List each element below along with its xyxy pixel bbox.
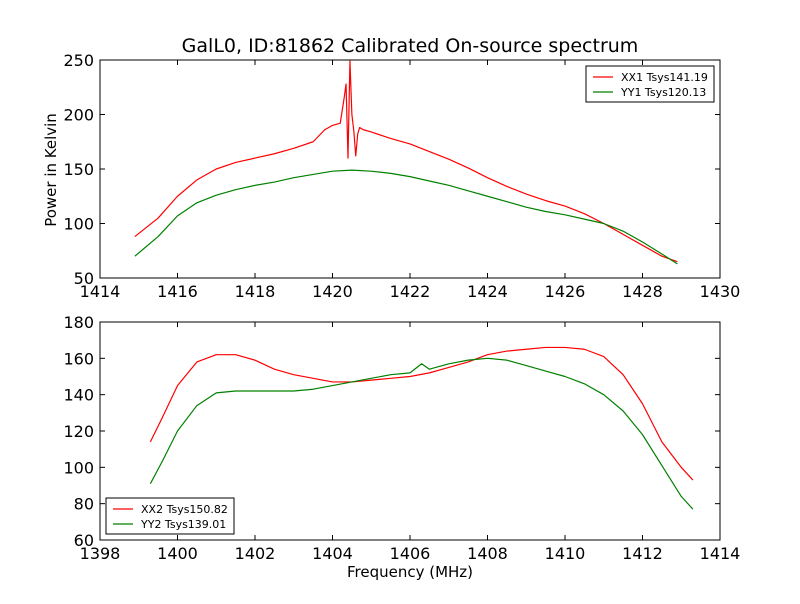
top-plot-panel: 1414 1416 1418 1420 1422 1424 1426 1428 1430 50 10…: [63, 51, 740, 301]
bottom-x-tick-label: 1404: [312, 544, 353, 563]
bottom-series-line-2: [149, 357, 694, 510]
chart-title: GalL0, ID:81862 Calibrated On-source spe…: [182, 35, 639, 57]
bottom-plot-panel: 1398 1400 1402 1404 1406 1408 1410 1412 1414 60 80…: [63, 313, 740, 563]
bottom-y-tick-label: 60: [74, 531, 94, 550]
top-x-tick-label: 1428: [622, 282, 663, 301]
top-x-tick-label: 1422: [390, 282, 431, 301]
bottom-x-tick-label: 1400: [157, 544, 198, 563]
bottom-x-axis-label: Frequency (MHz): [347, 563, 473, 581]
top-y-tick-label: 100: [63, 215, 94, 234]
top-x-tick-label: 1416: [157, 282, 198, 301]
bottom-y-tick-label: 160: [63, 349, 94, 368]
bottom-x-tick-label: 1414: [700, 544, 741, 563]
top-y-tick-label: 200: [63, 106, 94, 125]
bottom-y-tick-label: 80: [74, 495, 94, 514]
bottom-y-tick-label: 120: [63, 422, 94, 441]
bottom-y-tick-label: 140: [63, 386, 94, 405]
bottom-legend-box: [105, 497, 235, 535]
top-y-tick-label: 150: [63, 160, 94, 179]
bottom-series-line-1: [149, 346, 694, 481]
bottom-x-tick-label: 1412: [622, 544, 663, 563]
top-legend: XX1 Tsys141.19 YY1 Tsys120.13: [585, 65, 715, 103]
top-legend-label-2: YY1 Tsys120.13: [620, 86, 706, 99]
bottom-legend-label-1: XX2 Tsys150.82: [141, 503, 228, 516]
top-y-tick-label: 250: [63, 51, 94, 70]
bottom-x-tick-label: 1406: [390, 544, 431, 563]
top-x-tick-label: 1418: [235, 282, 276, 301]
bottom-x-tick-label: 1398: [80, 544, 121, 563]
bottom-y-tick-label: 180: [63, 313, 94, 332]
bottom-x-tick-label: 1402: [235, 544, 276, 563]
top-y-tick-label: 50: [74, 269, 94, 288]
bottom-x-tick-label: 1410: [545, 544, 586, 563]
bottom-y-tick-label: 100: [63, 458, 94, 477]
top-y-axis-label: Power in Kelvin: [42, 113, 60, 227]
bottom-legend-label-2: YY2 Tsys139.01: [140, 518, 226, 531]
top-x-tick-label: 1426: [545, 282, 586, 301]
top-legend-box: [585, 65, 715, 103]
bottom-x-tick-label: 1408: [467, 544, 508, 563]
top-x-tick-label: 1424: [467, 282, 508, 301]
top-x-tick-label: 1430: [700, 282, 741, 301]
top-legend-label-1: XX1 Tsys141.19: [621, 71, 708, 84]
top-series-line-1: [134, 60, 678, 263]
top-series-line-2: [134, 169, 678, 265]
top-x-tick-label: 1420: [312, 282, 353, 301]
bottom-legend: XX2 Tsys150.82 YY2 Tsys139.01: [105, 497, 235, 535]
top-x-tick-label: 1414: [80, 282, 121, 301]
